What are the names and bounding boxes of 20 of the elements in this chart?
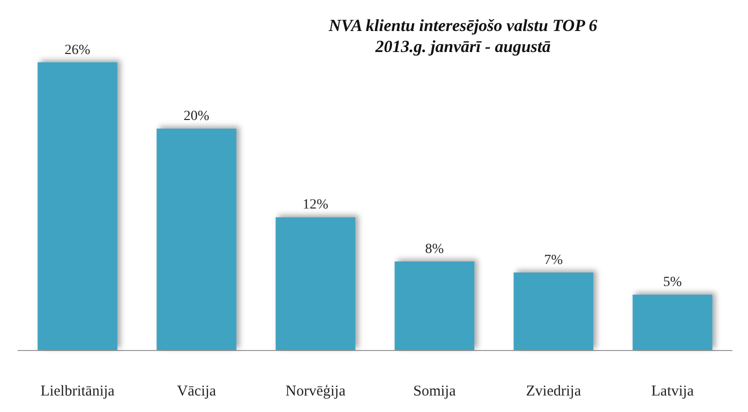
data-label: 20% — [184, 109, 210, 124]
x-tick-label: Zviedrija — [526, 384, 582, 400]
x-tick-label: Norvēģija — [286, 384, 346, 400]
data-label: 26% — [64, 42, 91, 58]
x-tick-label: Somija — [413, 384, 456, 400]
bar — [156, 128, 236, 350]
bar — [394, 261, 474, 350]
data-label: 8% — [425, 242, 444, 257]
x-tick-label: Latvija — [651, 384, 694, 400]
chart-subtitle: 2013.g. janvārī - augustā — [374, 37, 552, 56]
bar — [514, 272, 594, 350]
chart-title: NVA klientu interesējošo valstu TOP 6 — [328, 16, 598, 35]
x-tick-label: Vācija — [176, 384, 216, 400]
bar — [38, 62, 118, 350]
bar — [276, 217, 356, 350]
data-label: 5% — [663, 275, 682, 290]
data-label: 12% — [302, 198, 329, 213]
x-tick-label: Lielbritānija — [40, 384, 115, 400]
bar — [632, 294, 712, 350]
data-label: 7% — [544, 253, 564, 268]
